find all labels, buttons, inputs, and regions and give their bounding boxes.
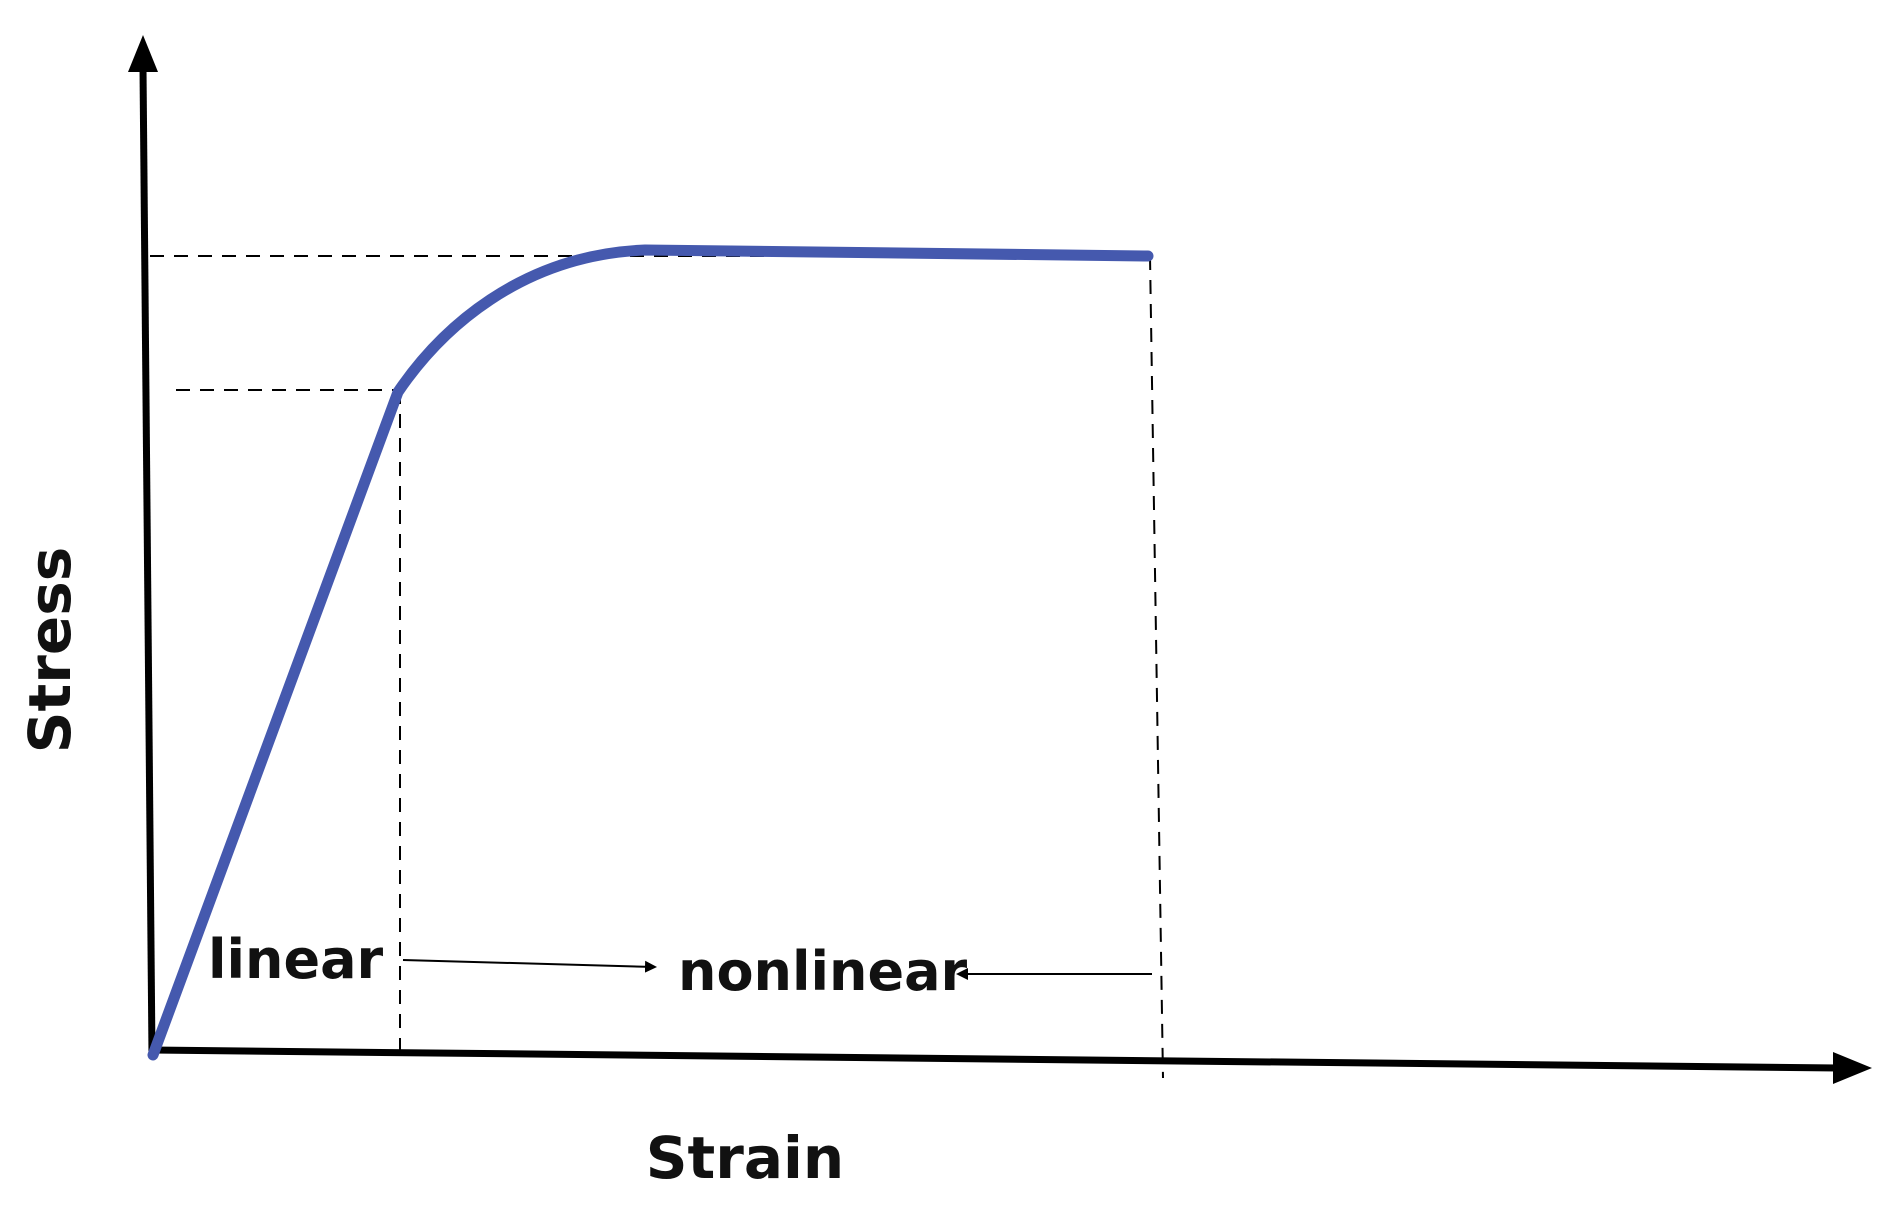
x-axis-arrowhead bbox=[1833, 1052, 1872, 1084]
linear-region-label: linear bbox=[208, 928, 384, 991]
axes bbox=[128, 35, 1872, 1084]
ultimate-strain-guide bbox=[1149, 255, 1164, 1079]
x-axis-label: Strain bbox=[646, 1124, 844, 1192]
stress-strain-curve bbox=[147, 244, 1154, 1061]
y-axis-label: Stress bbox=[16, 547, 84, 753]
nonlinear-start-arrow bbox=[402, 959, 657, 973]
x-axis bbox=[151, 1046, 1839, 1072]
nonlinear-region-label: nonlinear bbox=[678, 940, 968, 1003]
guide-lines bbox=[150, 255, 1164, 1079]
y-axis-arrowhead bbox=[128, 35, 158, 72]
y-axis bbox=[139, 67, 156, 1057]
